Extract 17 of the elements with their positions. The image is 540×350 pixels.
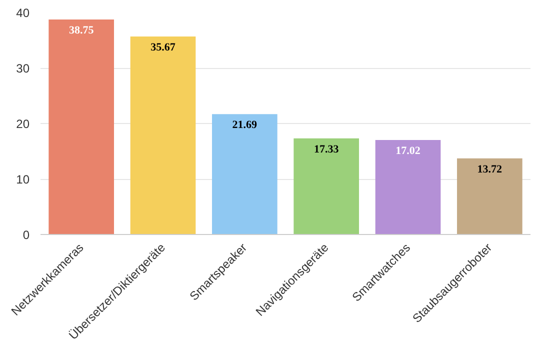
y-tick-label: 10 <box>16 172 30 186</box>
data-label: 21.69 <box>232 119 258 132</box>
bar <box>457 158 522 234</box>
bar <box>294 138 359 234</box>
bar <box>48 19 114 234</box>
y-tick-label: 20 <box>16 117 30 131</box>
data-label: 38.75 <box>68 24 94 36</box>
y-tick-label: 30 <box>16 62 30 76</box>
data-label: 17.33 <box>314 143 340 156</box>
y-tick-label: 40 <box>16 6 30 20</box>
y-tick-label: 0 <box>22 228 30 242</box>
bar <box>130 36 196 234</box>
data-label: 35.67 <box>150 42 176 54</box>
data-label: 13.72 <box>477 163 503 176</box>
bar <box>375 140 441 234</box>
data-label: 17.02 <box>396 145 421 158</box>
bar <box>212 114 278 234</box>
